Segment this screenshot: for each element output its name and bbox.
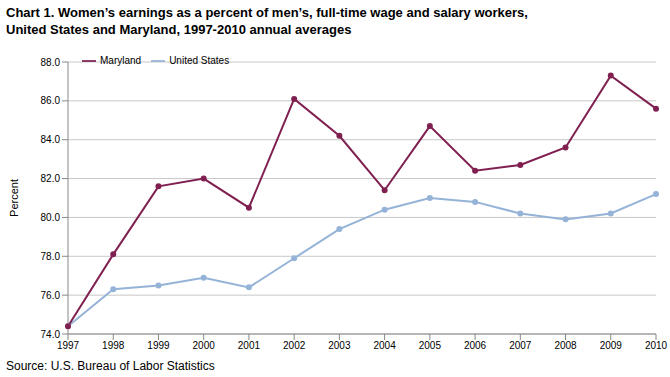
svg-text:2001: 2001 (238, 340, 261, 351)
svg-text:1997: 1997 (57, 340, 80, 351)
svg-text:80.0: 80.0 (41, 212, 61, 223)
svg-text:78.0: 78.0 (41, 251, 61, 262)
svg-text:2005: 2005 (419, 340, 442, 351)
svg-text:2009: 2009 (600, 340, 623, 351)
svg-text:1998: 1998 (102, 340, 125, 351)
html-text:Chart 1. Women’s earnings as a: Chart 1. Women’s earnings as a percent o… (6, 5, 528, 20)
svg-text:2004: 2004 (373, 340, 396, 351)
svg-text:1999: 1999 (147, 340, 170, 351)
svg-text:2000: 2000 (193, 340, 216, 351)
svg-text:82.0: 82.0 (41, 173, 61, 184)
svg-text:2007: 2007 (509, 340, 532, 351)
html-text:Maryland: Maryland (100, 54, 142, 66)
svg-text:Percent: Percent (8, 179, 20, 217)
svg-text:88.0: 88.0 (41, 57, 61, 68)
html-text:Source: U.S. Bureau of Labor S: Source: U.S. Bureau of Labor Statistics (6, 359, 215, 373)
svg-text:86.0: 86.0 (41, 95, 61, 106)
svg-text:74.0: 74.0 (41, 329, 61, 340)
svg-text:2002: 2002 (283, 340, 306, 351)
svg-text:2003: 2003 (328, 340, 351, 351)
svg-text:84.0: 84.0 (41, 134, 61, 145)
svg-text:2010: 2010 (645, 340, 662, 351)
svg-text:2008: 2008 (554, 340, 577, 351)
svg-text:76.0: 76.0 (41, 290, 61, 301)
svg-text:2006: 2006 (464, 340, 487, 351)
html-text:United States and Maryland, 19: United States and Maryland, 1997-2010 an… (6, 22, 352, 37)
html-text:United States: United States (169, 54, 230, 66)
